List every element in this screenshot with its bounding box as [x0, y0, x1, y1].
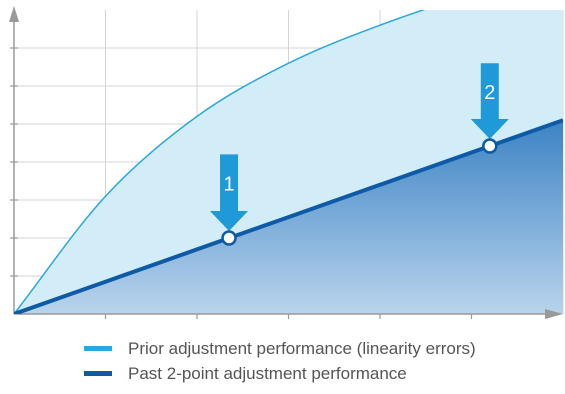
series-line-prior [14, 10, 426, 314]
annotation-label-2: 2 [484, 82, 495, 104]
legend-item-past: Past 2-point adjustment performance [84, 361, 554, 386]
series-lines [14, 10, 563, 314]
annotation-2: 2 [470, 63, 509, 154]
legend-swatch-past [84, 371, 112, 376]
annotation-point-2 [482, 138, 498, 154]
annotation-label-1: 1 [223, 174, 234, 196]
series-line-past [14, 118, 563, 314]
annotation-point-1 [221, 230, 237, 246]
chart: 12 [9, 6, 564, 319]
axes [9, 6, 563, 319]
legend-swatch-prior [84, 346, 112, 351]
legend: Prior adjustment performance (linearity … [84, 336, 554, 386]
legend-label-prior: Prior adjustment performance (linearity … [128, 338, 476, 358]
y-axis-arrow [9, 6, 19, 22]
annotation-arrow-1 [210, 154, 249, 231]
legend-item-prior: Prior adjustment performance (linearity … [84, 336, 554, 361]
annotations: 12 [210, 63, 509, 246]
annotation-arrow-2 [470, 63, 509, 140]
x-axis-arrow [545, 309, 563, 319]
legend-label-past: Past 2-point adjustment performance [128, 363, 407, 383]
annotation-1: 1 [210, 154, 249, 246]
